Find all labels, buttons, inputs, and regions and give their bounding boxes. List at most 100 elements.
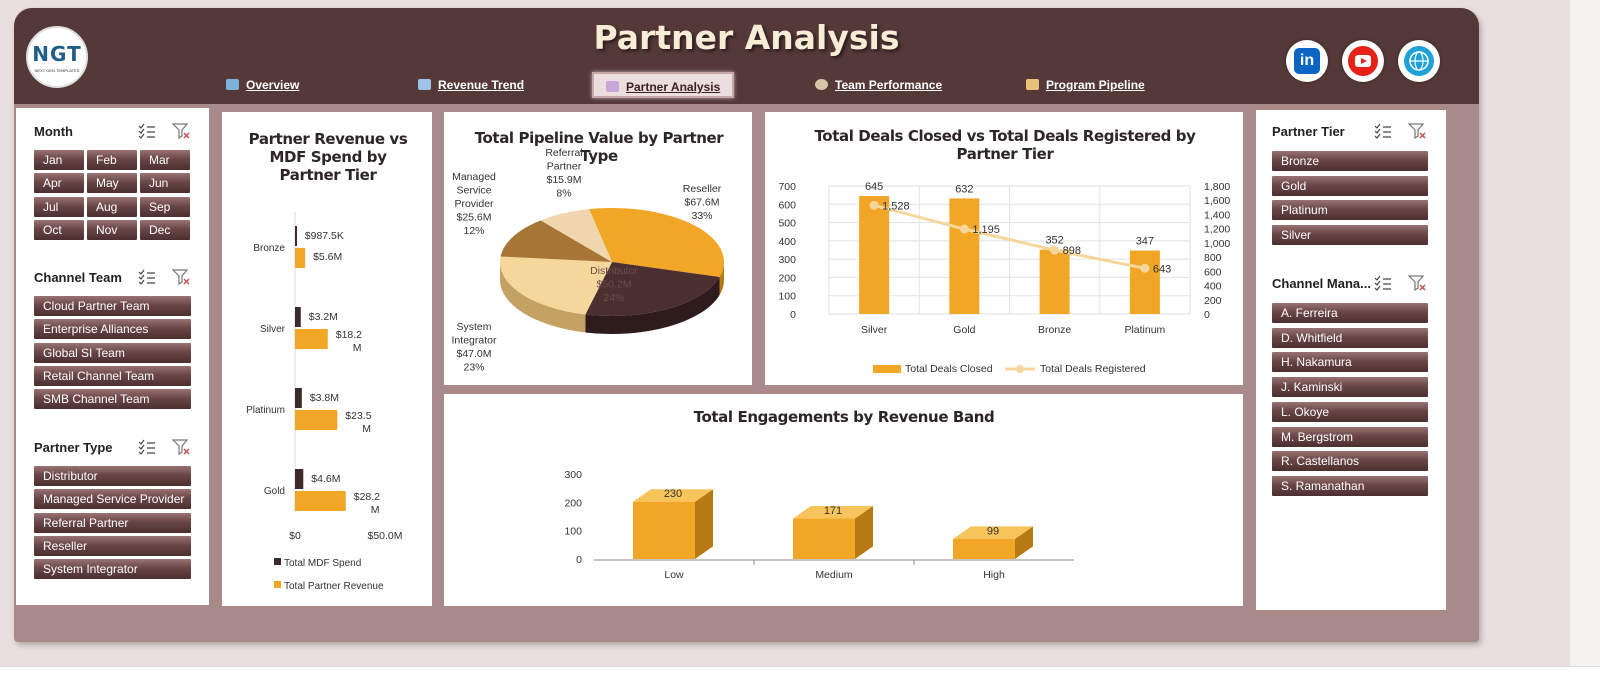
partner-tier-item[interactable]: Platinum <box>1272 200 1428 221</box>
month-button-jun[interactable]: Jun <box>140 173 190 194</box>
right-tick-label: 1,200 <box>1204 224 1230 236</box>
right-tick-label: 600 <box>1204 266 1222 278</box>
line-marker <box>959 224 969 234</box>
multi-select-icon[interactable] <box>138 439 156 455</box>
mdf-bar <box>295 388 302 408</box>
website-link[interactable] <box>1398 40 1440 82</box>
pie-label: Partner <box>547 161 582 173</box>
month-button-apr[interactable]: Apr <box>34 173 84 194</box>
data-label-unit: M <box>362 423 371 435</box>
partner-tier-item[interactable]: Silver <box>1272 225 1428 246</box>
partner-type-item[interactable]: Distributor <box>34 466 191 486</box>
engagements-bar-chart: 0 100 200 300 230 Low 171 Medium 99 High <box>564 469 1074 581</box>
channel-manager-item[interactable]: R. Castellanos <box>1272 451 1428 472</box>
multi-select-icon[interactable] <box>138 123 156 139</box>
revenue-bar <box>295 410 338 430</box>
data-label: $3.2M <box>309 311 338 323</box>
partner-tier-item[interactable]: Gold <box>1272 175 1428 196</box>
chart-title: Total Engagements by Revenue Band <box>693 408 995 426</box>
bar-data-label: 352 <box>1045 235 1063 247</box>
engagement-bar <box>633 501 695 559</box>
partner-type-item[interactable]: System Integrator <box>34 559 191 580</box>
tick-label: Gold <box>264 486 285 497</box>
month-button-nov[interactable]: Nov <box>87 219 137 240</box>
partner-type-item[interactable]: Reseller <box>34 535 191 556</box>
month-button-aug[interactable]: Aug <box>87 196 137 217</box>
mdf-bar <box>295 307 301 327</box>
month-button-feb[interactable]: Feb <box>87 150 137 170</box>
channel-team-item[interactable]: SMB Channel Team <box>34 389 191 410</box>
logo-text: NGT <box>32 42 82 66</box>
youtube-link[interactable] <box>1342 40 1384 82</box>
nav-partner-analysis[interactable]: Partner Analysis <box>592 72 735 98</box>
overview-icon <box>226 79 239 90</box>
pie-pct: 8% <box>556 188 571 200</box>
left-tick-label: 600 <box>778 199 796 211</box>
channel-manager-item[interactable]: A. Ferreira <box>1272 303 1428 323</box>
channel-team-item[interactable]: Enterprise Alliances <box>34 319 191 340</box>
chart-title: Partner Revenue vs MDF Spend by Partner … <box>248 130 408 184</box>
partner-type-item[interactable]: Managed Service Provider <box>34 489 191 510</box>
channel-manager-item[interactable]: S. Ramanathan <box>1272 475 1428 496</box>
month-slicer-title: Month <box>34 124 73 139</box>
pie-slice-side <box>719 262 724 296</box>
channel-manager-item[interactable]: M. Bergstrom <box>1272 426 1428 447</box>
nav-overview[interactable]: Overview <box>214 72 311 98</box>
data-label: $28.2 <box>354 491 380 503</box>
left-tick-label: 300 <box>778 254 796 266</box>
tick-label: Bronze <box>253 243 285 254</box>
deals-closed-bar <box>949 198 980 314</box>
month-button-dec[interactable]: Dec <box>140 219 190 240</box>
month-button-sep[interactable]: Sep <box>140 196 190 217</box>
nav-team-performance[interactable]: Team Performance <box>803 72 954 98</box>
channel-team-item[interactable]: Cloud Partner Team <box>34 296 191 316</box>
engagement-bar <box>793 518 855 559</box>
multi-select-icon[interactable] <box>1374 123 1392 139</box>
deals-combo-chart-panel: Total Deals Closed vs Total Deals Regist… <box>765 112 1243 385</box>
channel-team-item[interactable]: Global SI Team <box>34 342 191 363</box>
data-label: $23.5 <box>345 410 371 422</box>
channel-manager-item[interactable]: L. Okoye <box>1272 401 1428 422</box>
company-logo: NGT NEXT GEN TEMPLATES <box>26 26 88 88</box>
linkedin-icon: in <box>1294 48 1320 74</box>
pie-label: Reseller <box>683 183 722 195</box>
clear-filter-icon[interactable] <box>1408 123 1426 139</box>
month-button-jul[interactable]: Jul <box>34 196 84 217</box>
month-button-may[interactable]: May <box>87 173 137 194</box>
mdf-bar <box>295 226 297 246</box>
data-label: $18.2 <box>336 329 362 341</box>
clear-filter-icon[interactable] <box>172 269 190 285</box>
bar-side <box>695 489 713 559</box>
left-tick-label: 200 <box>778 272 796 284</box>
right-tick-label: 1,800 <box>1204 181 1230 193</box>
multi-select-icon[interactable] <box>1374 275 1392 291</box>
deals-registered-line <box>873 203 1146 270</box>
category-label: Silver <box>861 324 888 336</box>
clear-filter-icon[interactable] <box>172 123 190 139</box>
channel-manager-item[interactable]: J. Kaminski <box>1272 377 1428 398</box>
right-tick-label: 1,600 <box>1204 195 1230 207</box>
partner-tier-item[interactable]: Bronze <box>1272 151 1428 171</box>
clear-filter-icon[interactable] <box>172 439 190 455</box>
engagement-bar <box>953 538 1015 559</box>
month-button-jan[interactable]: Jan <box>34 150 84 170</box>
linkedin-link[interactable]: in <box>1286 40 1328 82</box>
header-bar: NGT NEXT GEN TEMPLATES Partner Analysis … <box>14 8 1479 104</box>
nav-program-pipeline[interactable]: Program Pipeline <box>1014 72 1157 98</box>
month-button-mar[interactable]: Mar <box>140 150 190 170</box>
nav-label: Program Pipeline <box>1046 78 1145 92</box>
channel-team-item[interactable]: Retail Channel Team <box>34 365 191 386</box>
bar-data-label: 347 <box>1136 236 1154 248</box>
month-button-oct[interactable]: Oct <box>34 219 84 240</box>
pie-pct: 12% <box>463 225 484 237</box>
partner-tier-slicer-title: Partner Tier <box>1272 124 1345 139</box>
pie-slice <box>585 262 720 316</box>
legend-swatch <box>274 558 281 565</box>
clear-filter-icon[interactable] <box>1408 275 1426 291</box>
multi-select-icon[interactable] <box>138 269 156 285</box>
nav-revenue-trend[interactable]: Revenue Trend <box>406 72 536 98</box>
channel-manager-item[interactable]: D. Whitfield <box>1272 327 1428 348</box>
channel-manager-item[interactable]: H. Nakamura <box>1272 352 1428 373</box>
partner-type-item[interactable]: Referral Partner <box>34 512 191 533</box>
trend-icon <box>418 79 431 90</box>
